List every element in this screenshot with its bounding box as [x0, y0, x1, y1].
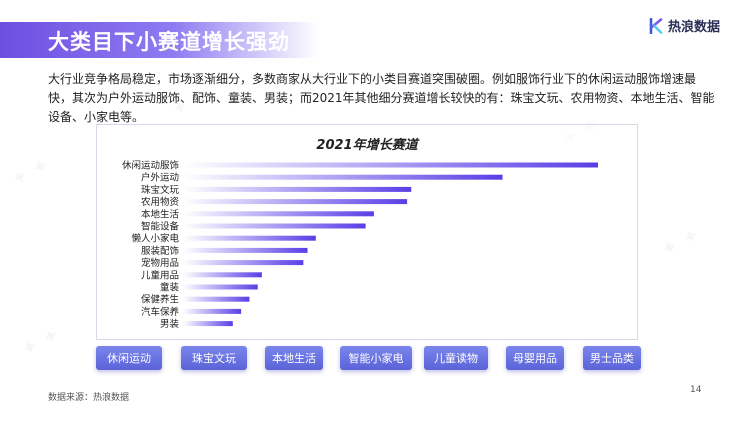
bar: [183, 199, 408, 205]
bar: [183, 308, 242, 314]
category-label: 汽车保养: [141, 306, 180, 318]
category-label: 本地生活: [141, 208, 180, 220]
growth-chart-svg: 休闲运动服饰户外运动珠宝文玩农用物资本地生活智能设备懒人小家电服装配饰宠物用品儿…: [122, 160, 598, 330]
category-tag: 珠宝文玩: [181, 346, 247, 370]
category-tag: 本地生活: [265, 346, 323, 370]
category-label: 服装配饰: [141, 245, 179, 257]
brand-logo-text: 热浪数据: [667, 20, 720, 35]
bar: [183, 321, 233, 327]
category-tag-row: 休闲运动 珠宝文玩 本地生活 智能小家电 儿童读物 母婴用品 男士品类: [0, 346, 750, 372]
bar: [183, 247, 308, 253]
growth-chart: 2021年增长赛道 休闲运动服饰 户外运动 珠宝文玩 农用物资 本地生活 智能设备 懒人小家…: [96, 124, 638, 340]
category-label: 珠宝文玩: [141, 184, 180, 196]
category-tag: 男士品类: [583, 346, 641, 370]
page-title: 大类目下小赛道增长强劲: [48, 30, 290, 54]
category-label: 休闲运动服饰: [122, 160, 179, 172]
category-label: 童装: [160, 282, 180, 294]
category-tag: 智能小家电: [340, 346, 412, 370]
bar: [183, 211, 374, 217]
category-tag: 休闲运动: [96, 346, 162, 370]
intro-paragraph: 大行业竞争格局稳定，市场逐渐细分，多数商家从大行业下的小类目赛道突围破圈。例如服…: [48, 72, 715, 124]
bar: [183, 235, 316, 241]
category-label: 男装: [160, 318, 180, 330]
bar: [183, 272, 262, 278]
category-label: 保健养生: [141, 294, 180, 306]
category-label: 智能设备: [141, 221, 180, 233]
category-label: 农用物资: [141, 196, 180, 208]
category-label: 儿童用品: [141, 269, 179, 281]
bar: [183, 284, 258, 290]
category-tag: 儿童读物: [424, 346, 488, 370]
data-source: 数据来源：热浪数据: [48, 393, 130, 403]
brand-logo: 热浪数据: [649, 16, 720, 35]
bar: [183, 186, 412, 192]
bar: [183, 260, 304, 266]
bar: [183, 162, 598, 168]
brand-logo-icon: [649, 17, 663, 34]
bar: [183, 296, 250, 302]
chart-title: 2021年增长赛道: [316, 138, 418, 153]
category-tag: 母婴用品: [506, 346, 564, 370]
watermark: ✦ ✦: [656, 221, 704, 263]
bar: [183, 174, 503, 180]
title-bar: [0, 22, 318, 58]
watermark: ✦ ✦: [6, 151, 54, 193]
bar: [183, 223, 366, 229]
category-label: 懒人小家电: [131, 233, 179, 245]
category-label: 宠物用品: [141, 257, 179, 269]
category-label: 户外运动: [141, 172, 179, 184]
page-number: 14: [690, 385, 702, 395]
